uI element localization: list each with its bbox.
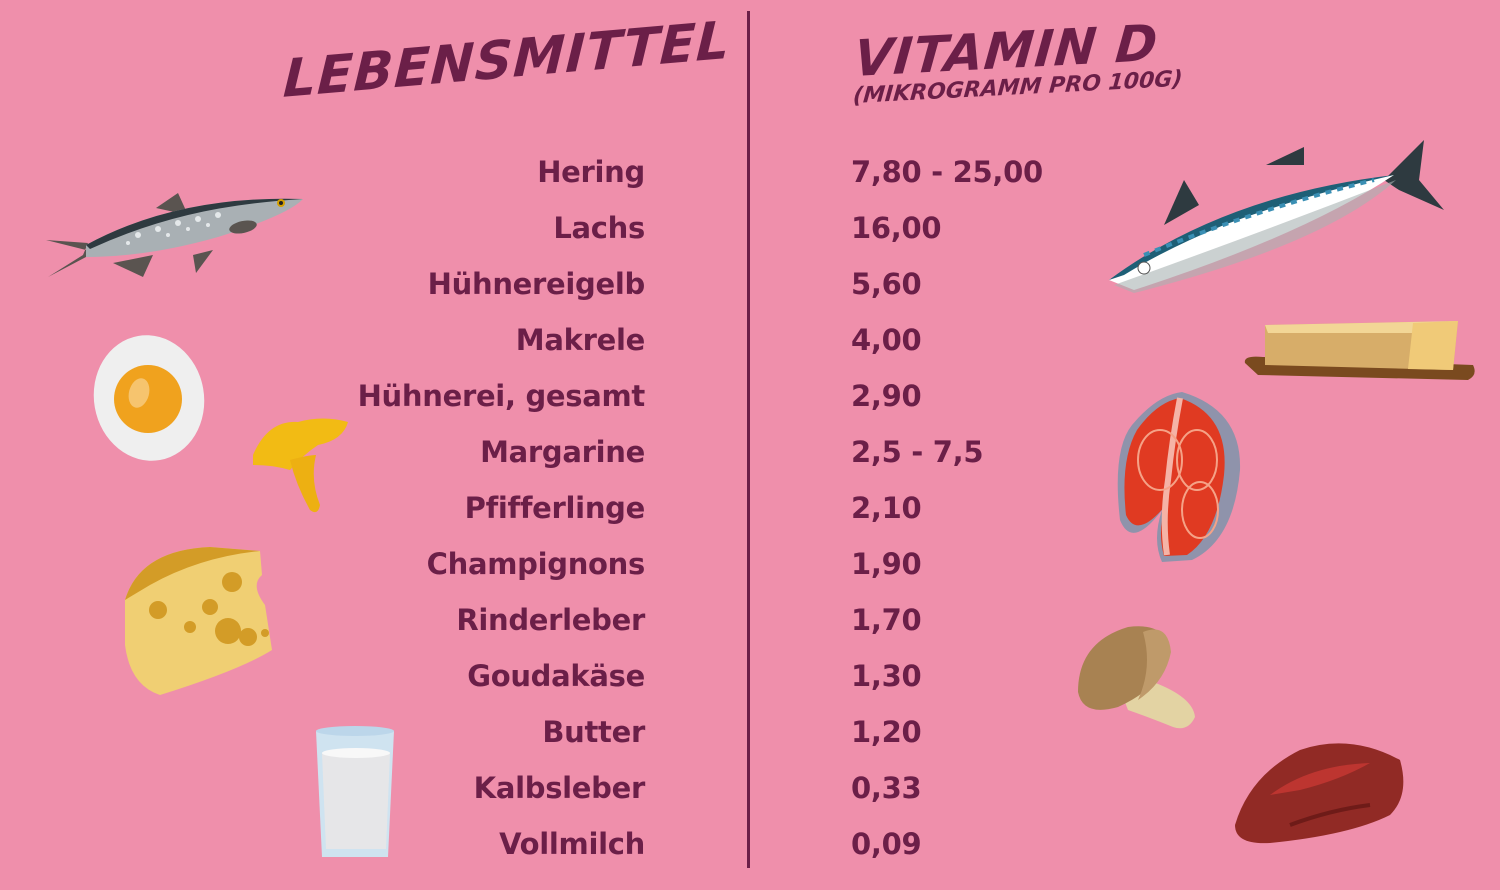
cheese-illustration bbox=[125, 547, 272, 695]
food-name: Makrele bbox=[515, 323, 646, 357]
column-divider bbox=[747, 11, 750, 868]
food-name: Hühnerei, gesamt bbox=[357, 379, 646, 413]
vitamin-value: 4,00 bbox=[851, 323, 922, 357]
vitamin-value: 1,70 bbox=[851, 603, 922, 637]
vitamin-value: 1,90 bbox=[851, 547, 922, 581]
chanterelle-illustration bbox=[253, 418, 348, 513]
vitamin-value: 1,30 bbox=[851, 659, 922, 693]
food-column-header: Lebensmittel bbox=[281, 10, 732, 111]
salmon-steak-illustration bbox=[1117, 392, 1241, 562]
food-name: Pfifferlinge bbox=[464, 491, 646, 525]
vitamin-value: 2,5 - 7,5 bbox=[851, 435, 984, 469]
food-name: Kalbsleber bbox=[473, 771, 646, 805]
vitamin-value: 0,33 bbox=[851, 771, 922, 805]
vitamin-value-list: 7,80 - 25,00 16,00 5,60 4,00 2,90 2,5 - … bbox=[851, 150, 1151, 878]
butter-illustration bbox=[1244, 321, 1475, 380]
milk-glass-illustration bbox=[316, 726, 394, 857]
food-name: Goudakäse bbox=[467, 659, 645, 693]
food-name: Lachs bbox=[553, 211, 645, 245]
food-name: Champignons bbox=[426, 547, 646, 581]
food-name: Rinderleber bbox=[456, 603, 645, 637]
herring-illustration bbox=[46, 193, 303, 277]
vitamin-value: 7,80 - 25,00 bbox=[851, 155, 1043, 189]
food-name: Vollmilch bbox=[499, 827, 645, 861]
vitamin-value: 0,09 bbox=[851, 827, 922, 861]
vitamin-value: 2,10 bbox=[851, 491, 922, 525]
food-name: Hering bbox=[537, 155, 645, 189]
liver-illustration bbox=[1235, 743, 1404, 844]
vitamin-value: 2,90 bbox=[851, 379, 922, 413]
vitamin-value: 5,60 bbox=[851, 267, 922, 301]
food-name: Butter bbox=[542, 715, 645, 749]
vitamin-value: 16,00 bbox=[851, 211, 942, 245]
food-name: Margarine bbox=[480, 435, 645, 469]
food-list: Hering Lachs Hühnereigelb Makrele Hühner… bbox=[245, 150, 646, 878]
mushroom-illustration bbox=[1078, 626, 1195, 729]
egg-illustration bbox=[93, 335, 205, 461]
vitamin-value: 1,20 bbox=[851, 715, 922, 749]
mackerel-illustration bbox=[1109, 140, 1444, 293]
food-name: Hühnereigelb bbox=[427, 267, 646, 301]
